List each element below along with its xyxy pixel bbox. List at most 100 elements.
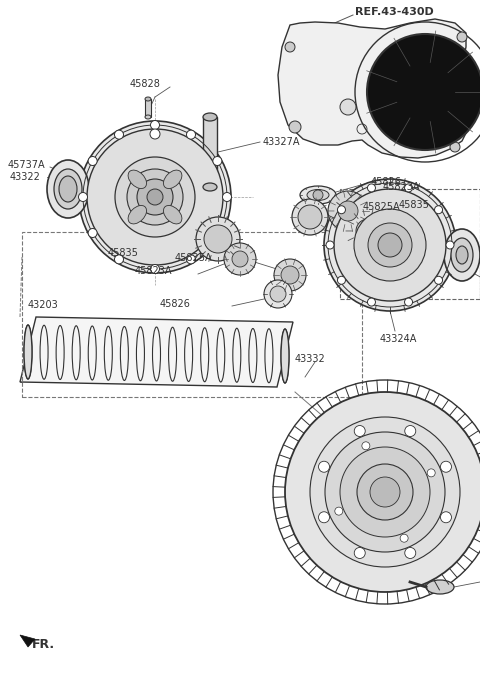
Circle shape [285, 392, 480, 592]
Circle shape [319, 461, 330, 472]
Circle shape [405, 298, 412, 306]
Circle shape [151, 120, 159, 130]
Ellipse shape [456, 246, 468, 264]
Circle shape [325, 432, 445, 552]
Circle shape [450, 142, 460, 152]
Circle shape [434, 276, 443, 284]
Bar [340, 189, 480, 299]
Text: 45825A: 45825A [363, 202, 401, 212]
Text: 45737A: 45737A [8, 160, 46, 170]
Ellipse shape [47, 160, 89, 218]
Text: 45826: 45826 [160, 299, 191, 309]
Ellipse shape [203, 183, 217, 191]
Text: 43324A: 43324A [380, 334, 418, 344]
Text: 43332: 43332 [295, 354, 326, 364]
Text: 45828: 45828 [130, 79, 161, 89]
Circle shape [281, 266, 299, 284]
Text: FR.: FR. [32, 638, 55, 651]
Circle shape [405, 184, 412, 192]
Circle shape [88, 157, 97, 166]
Circle shape [147, 189, 163, 205]
Circle shape [87, 129, 223, 265]
Ellipse shape [164, 170, 182, 188]
Text: 43327A: 43327A [263, 137, 300, 147]
Text: 45825A: 45825A [175, 253, 213, 263]
Circle shape [313, 190, 323, 200]
Circle shape [187, 130, 195, 139]
Circle shape [356, 219, 380, 243]
Circle shape [335, 507, 343, 515]
Circle shape [213, 157, 222, 166]
Circle shape [340, 447, 430, 537]
Ellipse shape [281, 329, 289, 383]
Circle shape [338, 201, 358, 221]
Circle shape [337, 276, 346, 284]
Polygon shape [278, 19, 468, 158]
Circle shape [285, 42, 295, 52]
Bar [22, 232, 362, 397]
Circle shape [368, 184, 375, 192]
Circle shape [115, 255, 123, 264]
Circle shape [289, 121, 301, 133]
Circle shape [405, 548, 416, 559]
Circle shape [368, 298, 375, 306]
Circle shape [434, 205, 443, 214]
Ellipse shape [300, 186, 336, 204]
Circle shape [326, 241, 334, 249]
Circle shape [223, 192, 231, 201]
Circle shape [357, 464, 413, 520]
Circle shape [224, 243, 256, 275]
Ellipse shape [307, 190, 329, 201]
Ellipse shape [444, 229, 480, 281]
Ellipse shape [24, 325, 32, 379]
Ellipse shape [145, 97, 151, 101]
Circle shape [446, 241, 454, 249]
Circle shape [334, 189, 446, 301]
Ellipse shape [203, 113, 217, 121]
Circle shape [270, 286, 286, 302]
Text: 45835: 45835 [399, 200, 430, 210]
Text: 43203: 43203 [28, 300, 59, 310]
Circle shape [137, 179, 173, 215]
Circle shape [378, 233, 402, 257]
Circle shape [310, 417, 460, 567]
Circle shape [127, 169, 183, 225]
Circle shape [340, 99, 356, 115]
Ellipse shape [59, 176, 77, 202]
Circle shape [354, 209, 426, 281]
Circle shape [354, 425, 365, 436]
Circle shape [187, 255, 195, 264]
Circle shape [337, 205, 346, 214]
Circle shape [88, 229, 97, 238]
Circle shape [328, 191, 368, 231]
Bar [145, 99, 151, 117]
Circle shape [427, 469, 435, 477]
Circle shape [232, 251, 248, 267]
Circle shape [213, 229, 222, 238]
Ellipse shape [164, 205, 182, 224]
Ellipse shape [128, 170, 146, 188]
Ellipse shape [54, 169, 82, 209]
Ellipse shape [451, 238, 473, 272]
Text: REF.43-430D: REF.43-430D [355, 7, 434, 17]
Circle shape [79, 121, 231, 273]
Circle shape [457, 32, 467, 42]
Circle shape [400, 534, 408, 542]
Circle shape [196, 217, 240, 261]
Ellipse shape [145, 115, 151, 119]
Circle shape [370, 477, 400, 507]
Circle shape [264, 280, 292, 308]
Circle shape [441, 461, 452, 472]
Circle shape [298, 205, 322, 229]
Circle shape [354, 548, 365, 559]
Circle shape [79, 192, 87, 201]
Text: 45826: 45826 [371, 177, 402, 187]
Ellipse shape [426, 580, 454, 594]
Circle shape [324, 179, 456, 311]
Bar [203, 117, 217, 187]
Circle shape [319, 512, 330, 523]
Circle shape [367, 34, 480, 150]
Circle shape [115, 130, 123, 139]
Circle shape [441, 512, 452, 523]
Circle shape [115, 157, 195, 237]
